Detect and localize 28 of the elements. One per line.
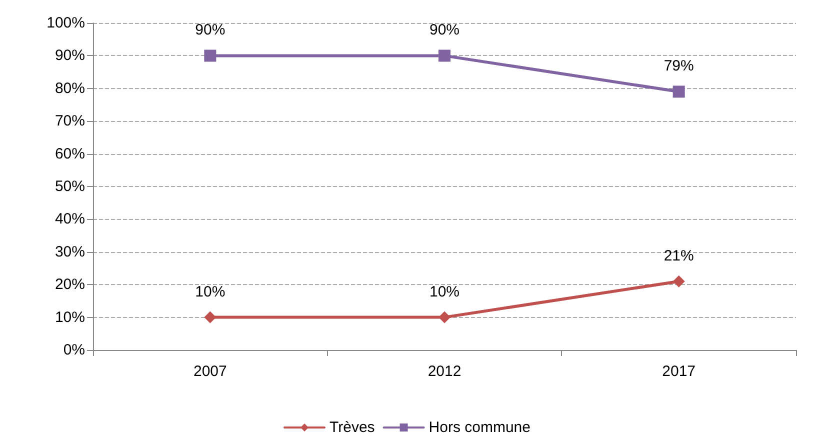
x-tick-label: 2007 bbox=[193, 363, 227, 380]
point bbox=[672, 275, 685, 288]
y-tick-label: 20% bbox=[54, 276, 85, 294]
y-tick-label: 80% bbox=[54, 80, 85, 97]
data-label: 21% bbox=[664, 247, 694, 264]
y-tick-label: 70% bbox=[54, 112, 85, 130]
y-tick-label: 40% bbox=[54, 210, 85, 228]
y-tick-label: 50% bbox=[54, 178, 85, 195]
point bbox=[204, 50, 216, 62]
data-label: 10% bbox=[429, 283, 460, 300]
data-label: 90% bbox=[429, 22, 460, 39]
point bbox=[438, 311, 450, 324]
point bbox=[672, 86, 685, 98]
point bbox=[438, 50, 450, 62]
x-tick-label: 2012 bbox=[428, 363, 462, 380]
y-tick-label: 60% bbox=[54, 145, 85, 162]
data-label: 10% bbox=[195, 283, 226, 300]
legend-label: Hors commune bbox=[428, 419, 530, 436]
point bbox=[204, 311, 216, 324]
data-label: 90% bbox=[195, 22, 226, 39]
y-tick-label: 100% bbox=[46, 14, 85, 32]
y-tick-label: 0% bbox=[63, 342, 85, 358]
y-tick-label: 10% bbox=[54, 308, 85, 326]
x-tick-label: 2017 bbox=[662, 363, 696, 380]
data-label: 79% bbox=[664, 58, 694, 75]
y-tick-label: 90% bbox=[54, 47, 85, 64]
y-tick-label: 30% bbox=[54, 243, 85, 260]
legend-label: Trèves bbox=[330, 419, 375, 436]
